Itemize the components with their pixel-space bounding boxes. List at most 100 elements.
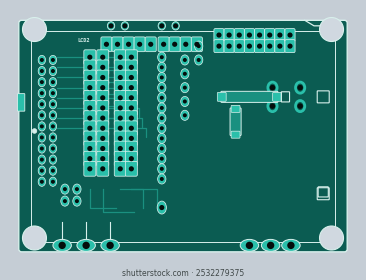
Ellipse shape xyxy=(38,78,45,87)
Circle shape xyxy=(173,23,178,28)
Circle shape xyxy=(82,242,90,249)
FancyBboxPatch shape xyxy=(254,40,265,53)
Circle shape xyxy=(118,136,123,141)
Circle shape xyxy=(40,102,44,106)
Circle shape xyxy=(40,169,44,173)
Circle shape xyxy=(118,166,123,171)
Circle shape xyxy=(40,69,44,73)
Ellipse shape xyxy=(158,143,166,154)
Circle shape xyxy=(197,44,201,48)
Circle shape xyxy=(118,115,123,121)
Circle shape xyxy=(160,177,164,181)
Ellipse shape xyxy=(38,100,45,109)
FancyBboxPatch shape xyxy=(275,29,285,41)
Circle shape xyxy=(118,126,123,131)
Circle shape xyxy=(51,91,55,95)
Circle shape xyxy=(87,115,92,121)
Circle shape xyxy=(160,157,164,161)
Circle shape xyxy=(75,187,79,191)
FancyBboxPatch shape xyxy=(97,111,109,125)
Circle shape xyxy=(129,55,134,60)
Circle shape xyxy=(267,242,274,249)
FancyBboxPatch shape xyxy=(221,91,278,102)
Circle shape xyxy=(267,44,272,49)
Text: shutterstock.com · 2532279375: shutterstock.com · 2532279375 xyxy=(122,269,244,278)
Circle shape xyxy=(22,226,46,250)
Circle shape xyxy=(100,146,105,151)
Circle shape xyxy=(216,44,221,49)
Circle shape xyxy=(40,80,44,84)
Ellipse shape xyxy=(158,133,166,143)
FancyBboxPatch shape xyxy=(114,60,126,75)
Circle shape xyxy=(51,146,55,151)
Circle shape xyxy=(100,166,105,171)
Circle shape xyxy=(51,58,55,62)
Circle shape xyxy=(320,226,344,250)
Ellipse shape xyxy=(38,144,45,153)
FancyBboxPatch shape xyxy=(114,111,126,125)
Circle shape xyxy=(129,166,134,171)
FancyBboxPatch shape xyxy=(285,29,295,41)
Circle shape xyxy=(194,42,199,47)
Circle shape xyxy=(118,65,123,70)
Circle shape xyxy=(40,158,44,162)
Circle shape xyxy=(40,124,44,129)
FancyBboxPatch shape xyxy=(84,90,96,105)
FancyBboxPatch shape xyxy=(224,40,234,53)
Circle shape xyxy=(270,85,275,90)
FancyBboxPatch shape xyxy=(19,20,347,252)
FancyBboxPatch shape xyxy=(84,141,96,156)
FancyBboxPatch shape xyxy=(97,70,109,85)
Circle shape xyxy=(247,32,252,38)
Ellipse shape xyxy=(38,177,45,186)
FancyBboxPatch shape xyxy=(112,37,123,52)
Circle shape xyxy=(129,146,134,151)
FancyBboxPatch shape xyxy=(230,108,241,136)
Circle shape xyxy=(298,85,303,90)
Circle shape xyxy=(100,75,105,80)
Ellipse shape xyxy=(49,144,57,153)
Ellipse shape xyxy=(38,88,45,98)
FancyBboxPatch shape xyxy=(97,151,109,166)
Circle shape xyxy=(148,42,153,47)
FancyBboxPatch shape xyxy=(114,101,126,115)
Circle shape xyxy=(227,44,232,49)
FancyBboxPatch shape xyxy=(114,121,126,136)
Circle shape xyxy=(51,169,55,173)
Ellipse shape xyxy=(158,73,166,83)
FancyBboxPatch shape xyxy=(97,101,109,115)
Circle shape xyxy=(104,42,109,47)
FancyBboxPatch shape xyxy=(125,162,137,176)
Ellipse shape xyxy=(49,122,57,131)
Circle shape xyxy=(100,95,105,100)
Circle shape xyxy=(298,103,303,109)
Ellipse shape xyxy=(49,111,57,120)
Ellipse shape xyxy=(49,100,57,109)
Circle shape xyxy=(118,105,123,111)
FancyBboxPatch shape xyxy=(125,151,137,166)
Ellipse shape xyxy=(101,239,119,251)
FancyBboxPatch shape xyxy=(234,40,244,53)
Circle shape xyxy=(183,42,188,47)
Ellipse shape xyxy=(158,93,166,103)
Circle shape xyxy=(160,86,164,90)
Ellipse shape xyxy=(38,55,45,65)
Circle shape xyxy=(75,199,79,203)
Circle shape xyxy=(40,91,44,95)
FancyBboxPatch shape xyxy=(97,121,109,136)
Ellipse shape xyxy=(172,22,179,30)
FancyBboxPatch shape xyxy=(114,90,126,105)
Circle shape xyxy=(118,85,123,90)
Circle shape xyxy=(257,32,262,38)
Circle shape xyxy=(40,113,44,117)
Circle shape xyxy=(237,44,242,49)
FancyBboxPatch shape xyxy=(84,162,96,176)
Ellipse shape xyxy=(38,122,45,131)
Circle shape xyxy=(129,156,134,161)
Circle shape xyxy=(87,65,92,70)
FancyBboxPatch shape xyxy=(114,162,126,176)
Circle shape xyxy=(40,58,44,62)
Ellipse shape xyxy=(158,22,165,30)
FancyBboxPatch shape xyxy=(231,105,240,112)
FancyBboxPatch shape xyxy=(18,94,25,111)
